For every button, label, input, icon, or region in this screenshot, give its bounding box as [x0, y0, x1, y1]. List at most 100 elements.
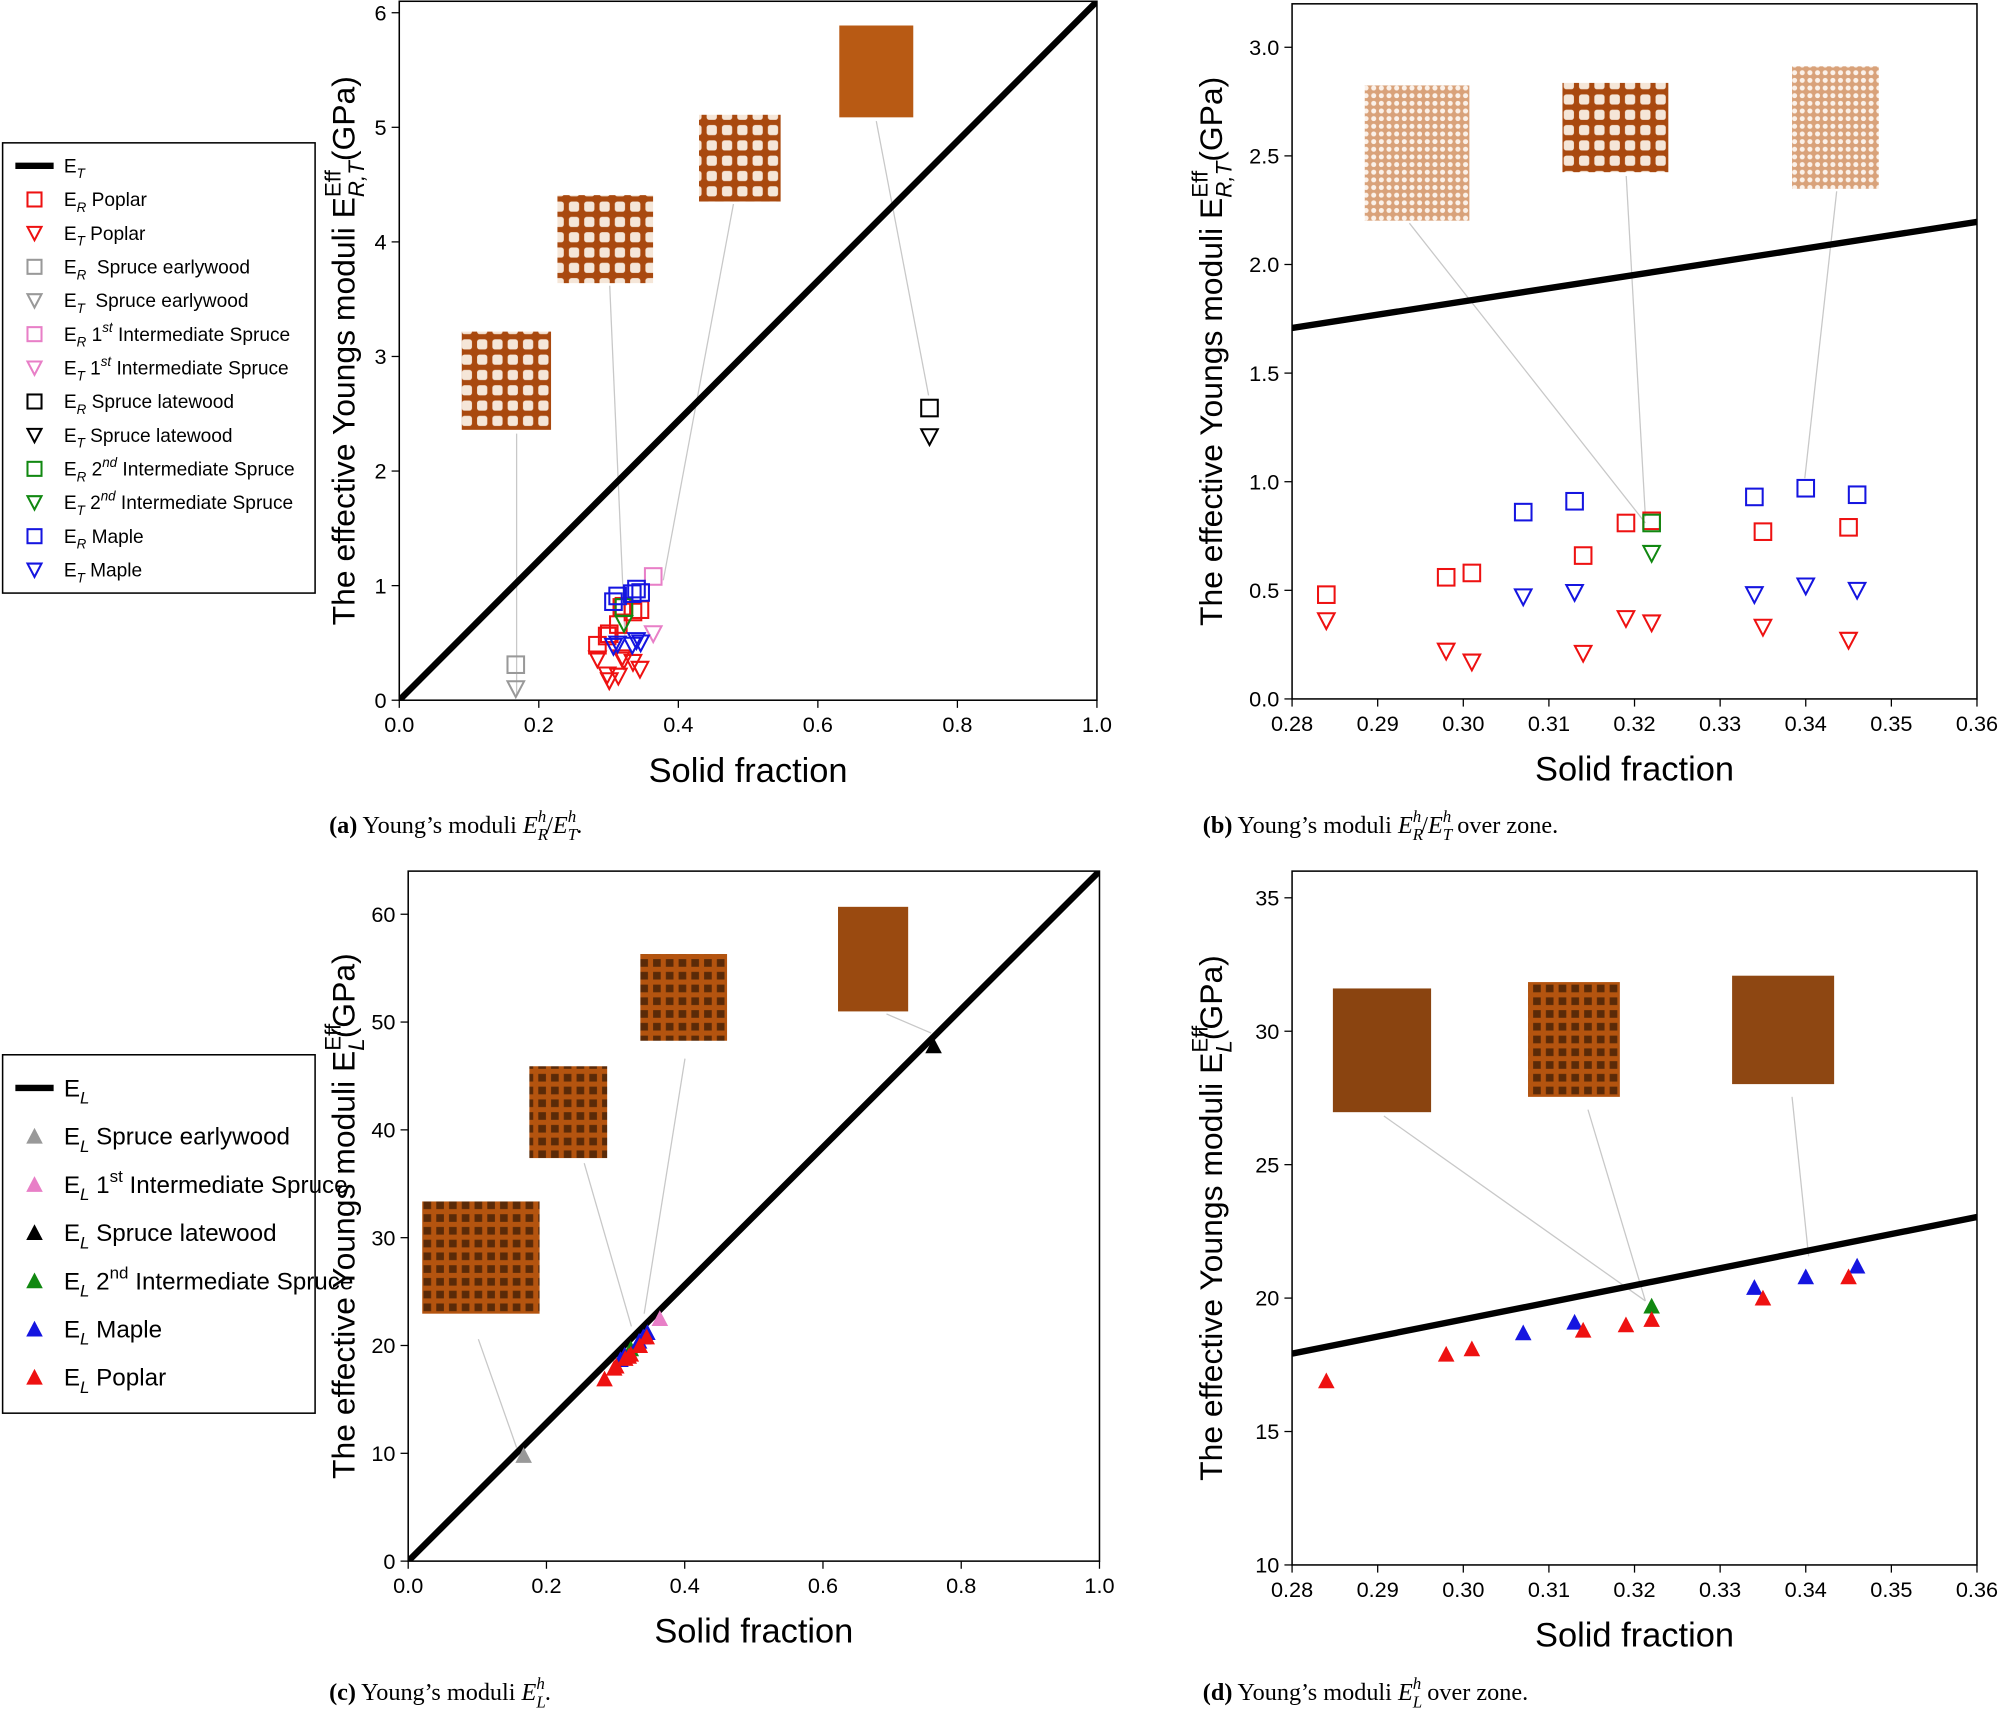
point — [1573, 546, 1593, 565]
text-segment: 1 — [85, 359, 101, 380]
text-segment: (GPa) — [326, 953, 362, 1038]
caption-label: (d) — [1203, 1679, 1233, 1706]
point — [1839, 518, 1858, 537]
legend-label: ET Poplar — [64, 224, 146, 249]
point — [587, 650, 608, 670]
inset-image — [1562, 82, 1669, 173]
text-segment: E — [552, 812, 568, 839]
x-tick-label: 0.32 — [1613, 711, 1655, 736]
legend-label: ER Poplar — [64, 190, 148, 215]
inset-image — [838, 906, 909, 1012]
text-segment: R — [77, 335, 87, 350]
y-tick-label: 4 — [374, 230, 386, 255]
point — [1615, 610, 1636, 630]
caption-label: (a) — [329, 812, 357, 839]
x-tick-label: 1.0 — [1082, 712, 1112, 737]
x-tick-label: 0.36 — [1956, 711, 1998, 736]
leader-line — [1791, 1096, 1810, 1257]
legend-label: ER Maple — [64, 527, 144, 552]
text-segment: L — [80, 1233, 89, 1252]
point — [1316, 612, 1337, 632]
x-tick-label: 0.33 — [1699, 1577, 1741, 1602]
point — [1564, 584, 1585, 603]
text-segment: h — [1443, 807, 1451, 826]
text-segment: L — [1211, 1040, 1236, 1052]
point — [1847, 581, 1868, 601]
text-segment: L — [80, 1378, 89, 1397]
text-segment: L — [80, 1282, 89, 1301]
text-segment: (GPa) — [1193, 955, 1229, 1040]
text-segment: T — [77, 234, 86, 249]
caption: (d) Young’s moduli ELh over zone. — [1203, 1674, 1528, 1711]
text-segment: Poplar — [85, 224, 146, 245]
text-segment: Eff — [320, 169, 345, 197]
text-segment: The effective Youngs moduli E — [326, 197, 362, 625]
text-segment: E — [64, 1220, 80, 1247]
text-segment: E — [64, 325, 77, 346]
x-tick-label: 0.35 — [1870, 1577, 1912, 1602]
text-segment: Spruce latewood — [86, 392, 234, 413]
text-segment: 2 — [89, 1268, 109, 1295]
inset-image — [698, 114, 781, 202]
text-segment: Eff — [1188, 1025, 1213, 1053]
plot-area — [1292, 218, 1977, 673]
point — [604, 592, 623, 611]
point — [1462, 563, 1482, 583]
point — [608, 667, 629, 687]
text-segment: R — [77, 267, 87, 282]
point — [1795, 577, 1816, 597]
text-segment: E — [64, 1075, 80, 1102]
x-tick-label: 0.34 — [1785, 711, 1827, 736]
caption: (c) Young’s moduli ELh. — [329, 1674, 551, 1711]
point — [925, 1037, 942, 1054]
y-tick-label: 1.0 — [1249, 469, 1279, 494]
caption: (b) Young’s moduli ERh/ETh over zone. — [1203, 807, 1558, 844]
point — [1838, 631, 1859, 651]
leader-line — [886, 1013, 932, 1034]
y-tick-label: 60 — [371, 902, 395, 927]
text-segment: Spruce latewood — [89, 1220, 276, 1247]
x-tick-label: 0.2 — [524, 712, 554, 737]
x-tick-label: 0.2 — [531, 1573, 561, 1598]
point — [630, 634, 651, 654]
leader-line — [1625, 175, 1647, 517]
legend-swatch — [26, 1224, 43, 1241]
legend-swatch — [26, 326, 43, 343]
text-segment: L — [80, 1137, 89, 1156]
y-tick-label: 0.5 — [1249, 578, 1279, 603]
leader-line — [477, 1338, 518, 1448]
text-segment: L — [344, 1038, 369, 1050]
point — [1617, 1316, 1635, 1333]
y-tick-label: 10 — [371, 1441, 395, 1466]
x-tick-label: 0.6 — [803, 712, 833, 737]
inset-image — [529, 1066, 608, 1159]
point — [1746, 1279, 1763, 1295]
text-segment: E — [64, 258, 77, 279]
text-segment: The effective Youngs moduli E — [326, 1051, 362, 1479]
leader-line — [1408, 222, 1646, 524]
plot-area — [399, 1, 1097, 701]
text-segment: st — [110, 1167, 123, 1186]
point — [1514, 1324, 1532, 1341]
text-segment: R — [77, 537, 87, 552]
point — [1641, 544, 1662, 564]
text-segment: nd — [102, 455, 117, 470]
reference-line — [1292, 218, 1977, 332]
inset-image — [640, 954, 728, 1041]
text-segment: E — [1427, 812, 1443, 839]
text-segment: Young’s moduli — [356, 1679, 522, 1706]
text-segment: Spruce earlywood — [86, 258, 250, 279]
text-segment: 1 — [86, 325, 102, 346]
text-segment: E — [64, 1124, 80, 1151]
text-segment: Intermediate Spruce — [113, 325, 291, 346]
legend-label: EL Spruce earlywood — [64, 1124, 290, 1156]
text-segment: E — [64, 392, 77, 413]
y-axis-label: The effective Youngs moduli EEffL(GPa) — [1188, 955, 1237, 1481]
text-segment: Eff — [320, 1023, 345, 1051]
y-tick-label: 2 — [374, 459, 386, 484]
plot-area — [1292, 1213, 1977, 1389]
x-axis-label: Solid fraction — [654, 1613, 853, 1651]
y-tick-label: 5 — [374, 115, 386, 140]
text-segment: T — [77, 503, 86, 518]
